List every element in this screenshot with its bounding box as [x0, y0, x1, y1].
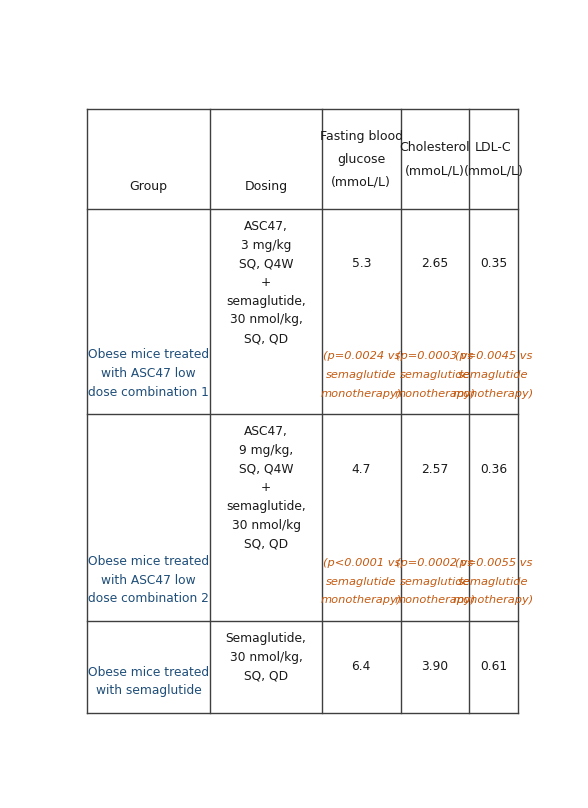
Text: Obese mice treated: Obese mice treated — [88, 666, 209, 679]
Text: SQ, QD: SQ, QD — [244, 669, 288, 682]
Text: LDL-C
(mmoL/L): LDL-C (mmoL/L) — [463, 141, 523, 177]
Text: 0.35: 0.35 — [480, 258, 507, 271]
Text: (p=0.0024 vs: (p=0.0024 vs — [323, 351, 400, 361]
Text: dose combination 1: dose combination 1 — [88, 385, 209, 398]
Text: 30 nmol/kg,: 30 nmol/kg, — [229, 314, 302, 326]
Text: semaglutide: semaglutide — [326, 370, 396, 380]
Text: semaglutide: semaglutide — [458, 577, 529, 587]
Text: 0.36: 0.36 — [480, 463, 507, 476]
Text: 2.65: 2.65 — [421, 258, 449, 271]
Text: dose combination 2: dose combination 2 — [88, 592, 209, 605]
Text: Cholesterol
(mmoL/L): Cholesterol (mmoL/L) — [400, 141, 470, 177]
Text: semaglutide,: semaglutide, — [226, 295, 306, 308]
Text: SQ, QD: SQ, QD — [244, 537, 288, 550]
Text: SQ, QD: SQ, QD — [244, 332, 288, 345]
Text: semaglutide: semaglutide — [400, 577, 470, 587]
Text: ASC47,: ASC47, — [244, 220, 288, 234]
Text: with ASC47 low: with ASC47 low — [101, 574, 196, 587]
Text: (p<0.0001 vs: (p<0.0001 vs — [323, 558, 400, 568]
Text: (p=0.0045 vs: (p=0.0045 vs — [455, 351, 532, 361]
Text: semaglutide: semaglutide — [458, 370, 529, 380]
Text: with semaglutide: with semaglutide — [96, 684, 202, 697]
Text: Group: Group — [130, 180, 168, 193]
Text: SQ, Q4W: SQ, Q4W — [239, 463, 293, 476]
Text: semaglutide: semaglutide — [326, 577, 396, 587]
Text: Obese mice treated: Obese mice treated — [88, 348, 209, 361]
Text: 5.3: 5.3 — [352, 258, 371, 271]
Text: 4.7: 4.7 — [352, 463, 371, 476]
Text: 3.90: 3.90 — [422, 660, 449, 673]
Text: 3 mg/kg: 3 mg/kg — [241, 239, 291, 252]
Text: Obese mice treated: Obese mice treated — [88, 555, 209, 568]
Text: with ASC47 low: with ASC47 low — [101, 367, 196, 380]
Text: 6.4: 6.4 — [352, 660, 371, 673]
Text: +: + — [261, 482, 271, 494]
Text: 2.57: 2.57 — [421, 463, 449, 476]
Text: Semaglutide,: Semaglutide, — [226, 632, 306, 645]
Text: monotherapy): monotherapy) — [394, 595, 476, 605]
Text: semaglutide: semaglutide — [400, 370, 470, 380]
Text: ASC47,: ASC47, — [244, 426, 288, 439]
Text: (p=0.0055 vs: (p=0.0055 vs — [455, 558, 532, 568]
Text: (p=0.0002 vs: (p=0.0002 vs — [396, 558, 473, 568]
Text: Dosing: Dosing — [245, 180, 288, 193]
Text: 30 nmol/kg: 30 nmol/kg — [232, 519, 300, 532]
Text: monotherapy): monotherapy) — [453, 595, 534, 605]
Text: 9 mg/kg,: 9 mg/kg, — [239, 444, 293, 457]
Text: 0.61: 0.61 — [480, 660, 507, 673]
Text: semaglutide,: semaglutide, — [226, 500, 306, 513]
Text: monotherapy): monotherapy) — [320, 389, 402, 398]
Text: +: + — [261, 276, 271, 289]
Text: monotherapy): monotherapy) — [453, 389, 534, 398]
Text: monotherapy): monotherapy) — [394, 389, 476, 398]
Text: SQ, Q4W: SQ, Q4W — [239, 258, 293, 271]
Text: 30 nmol/kg,: 30 nmol/kg, — [229, 650, 302, 663]
Text: monotherapy): monotherapy) — [320, 595, 402, 605]
Text: Fasting blood
glucose
(mmoL/L): Fasting blood glucose (mmoL/L) — [320, 129, 403, 189]
Text: (p=0.0003 vs: (p=0.0003 vs — [396, 351, 473, 361]
